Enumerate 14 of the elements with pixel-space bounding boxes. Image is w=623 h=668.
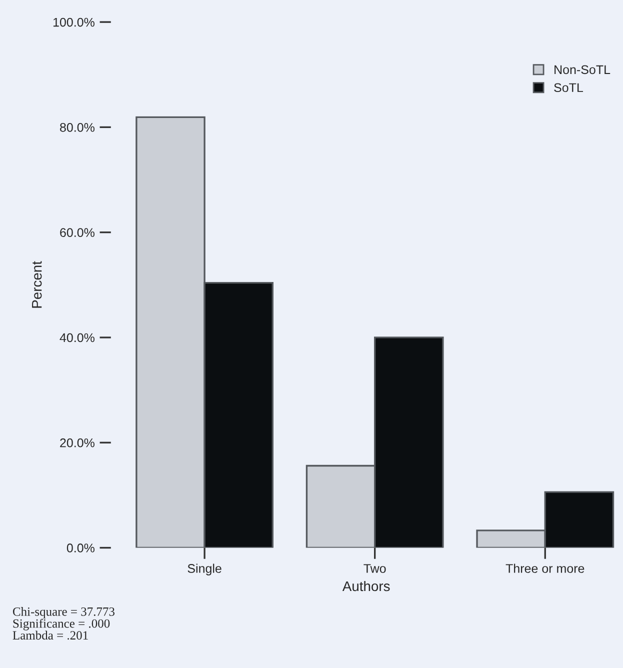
x-axis-title: Authors: [342, 580, 390, 592]
y-tick-label: 100.0%: [53, 18, 94, 27]
text: Chi-square = 37.773 Significance = .000 Lambda = .201: [12, 607, 114, 640]
y-tick-label: 0.0%: [66, 544, 94, 552]
y-tick-label: 60.0%: [60, 228, 94, 237]
legend-label: SoTL: [554, 83, 583, 92]
y-axis-title: Percent: [32, 261, 42, 308]
y-tick-label: 80.0%: [60, 122, 94, 132]
y-tick-label: 40.0%: [60, 333, 94, 342]
y-tick-label: 20.0%: [60, 438, 94, 448]
x-tick-label: Two: [364, 564, 386, 573]
x-tick-label: Three or more: [506, 564, 584, 573]
x-tick-label: Single: [188, 564, 222, 576]
legend-label: Non-SoTL: [554, 65, 610, 74]
